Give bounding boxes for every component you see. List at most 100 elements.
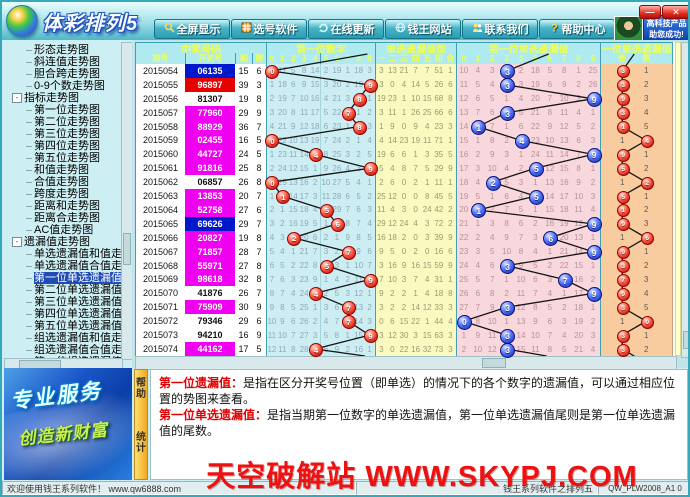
parity-cell	[658, 203, 674, 218]
online-update-icon	[318, 22, 329, 36]
parity-cell: 2	[634, 342, 660, 357]
sidebar-item-0-9个数走势图[interactable]: 0-9个数走势图	[4, 80, 121, 92]
sidebar-item-斜连值走势图[interactable]: 斜连值走势图	[4, 56, 121, 68]
promo-banner[interactable]: 高科技产品 助您成功!	[643, 15, 688, 42]
tab-help[interactable]: 帮助	[136, 378, 146, 400]
sidebar-item-第二位单选遗漏值[interactable]: 第二位单选遗漏值	[4, 284, 121, 296]
sidebar-item-label: 第四位走势图	[34, 140, 100, 152]
tail-miss-cell: 26	[585, 77, 602, 93]
tail-miss-cell: 1	[499, 272, 515, 288]
blue-marker-ball: 3	[500, 342, 516, 358]
chart-type-tree: 形态走势图 斜连值走势图 胆合跨走势图 0-9个数走势图 - 指标走势图 第一位走势图 第二位…	[4, 44, 121, 358]
toolbar-button-6[interactable]: ? 帮助中心	[539, 19, 615, 39]
tail-miss-cell: 21	[528, 105, 544, 121]
tail-miss-cell: 8	[528, 300, 544, 316]
toolbar-button-4[interactable]: 钱王网站	[385, 19, 461, 39]
tree-collapse-icon[interactable]: -	[12, 93, 22, 103]
tail-miss-cell: 1	[585, 258, 602, 274]
red-marker-ball: 3	[616, 260, 630, 274]
sidebar-item-组选遗漏值合值走势图[interactable]: 组选遗漏值合值走势图	[4, 344, 121, 356]
minimize-button[interactable]: —	[639, 5, 661, 19]
sidebar-item-跨度走势图[interactable]: 跨度走势图	[4, 188, 121, 200]
blue-marker-ball: 0	[456, 314, 472, 330]
period-cell: 2015068	[135, 258, 186, 274]
tab-statistics[interactable]: 统计	[136, 432, 146, 454]
sidebar-item-指标走势图[interactable]: - 指标走势图	[4, 92, 121, 104]
title-bar: 体彩排列5 全屏显示 选号软件 在线更新 钱王网站 联系我们? 帮助中心 高科技产品 助您…	[2, 2, 688, 42]
sidebar-item-组选遗漏值和值走势图[interactable]: 组选遗漏值和值走势图	[4, 332, 121, 344]
tail-miss-cell: 6	[528, 272, 544, 288]
tail-miss-cell: 4	[585, 342, 602, 357]
sidebar-item-第一位走势图[interactable]: 第一位走势图	[4, 104, 121, 116]
sidebar-item-单选遗漏值和值走势图[interactable]: 单选遗漏值和值走势图	[4, 248, 121, 260]
tail-miss-cell: 10	[485, 161, 501, 177]
sidebar-item-第三位走势图[interactable]: 第三位走势图	[4, 128, 121, 140]
chart-horizontal-scrollbar[interactable]	[135, 356, 677, 370]
sidebar-item-第四位走势图[interactable]: 第四位走势图	[4, 140, 121, 152]
sidebar-item-label: 第三位走势图	[34, 128, 100, 140]
blue-marker-ball: 5	[528, 189, 544, 205]
tail-miss-cell: 14	[542, 189, 558, 205]
tail-miss-cell: 11	[557, 105, 573, 121]
red-marker-ball: 3	[616, 343, 630, 357]
chart-vertical-scrollbar[interactable]	[681, 42, 688, 358]
tail-miss-cell: 12	[557, 119, 573, 135]
sum-cell: 16	[235, 328, 253, 344]
tail-miss-cell: 6	[470, 286, 486, 302]
tail-miss-cell: 2	[499, 133, 515, 149]
parity-cell: 1	[610, 314, 636, 330]
parity-cell	[658, 230, 674, 246]
tail-miss-cell: 1	[528, 175, 544, 191]
tree-branch-line	[26, 49, 32, 51]
sidebar-item-第五位单选遗漏值[interactable]: 第五位单选遗漏值	[4, 320, 121, 332]
tail-miss-cell: 10	[542, 133, 558, 149]
sidebar-item-第二位走势图[interactable]: 第二位走势图	[4, 116, 121, 128]
sidebar-item-label: 合值走势图	[34, 176, 89, 188]
parity-cell: 1	[634, 189, 660, 205]
promo-photo	[614, 16, 643, 41]
tail-miss-cell: 10	[571, 189, 587, 205]
period-cell: 2015065	[135, 216, 186, 232]
span-cell: 5	[252, 147, 267, 163]
sidebar-item-单选遗漏值合值走势图[interactable]: 单选遗漏值合值走势图	[4, 260, 121, 272]
tail-miss-cell: 10	[557, 91, 573, 107]
sum-cell: 19	[235, 230, 253, 246]
tail-miss-cell: 6	[470, 91, 486, 107]
tail-miss-cell: 1	[499, 91, 515, 107]
tail-miss-cell: 2	[513, 161, 530, 177]
tail-miss-cell: 20	[557, 230, 573, 246]
draw-number-cell: 52758	[185, 203, 236, 218]
close-button[interactable]: ✕	[662, 5, 688, 19]
sidebar-item-合值走势图[interactable]: 合值走势图	[4, 176, 121, 188]
sidebar-item-距离合走势图[interactable]: 距离合走势图	[4, 212, 121, 224]
parity-cell	[658, 77, 674, 93]
tree-branch-line	[26, 229, 32, 231]
red-marker-ball: 7	[341, 106, 356, 121]
tail-miss-cell: 6	[542, 314, 558, 330]
blue-marker-ball: 9	[586, 245, 602, 261]
sidebar-item-AC值走势图[interactable]: AC值走势图	[4, 224, 121, 236]
sum-cell: 32	[235, 272, 253, 288]
sidebar-item-距离和走势图[interactable]: 距离和走势图	[4, 200, 121, 212]
sidebar-item-第五位走势图[interactable]: 第五位走势图	[4, 152, 121, 164]
sidebar-item-胆合跨走势图[interactable]: 胆合跨走势图	[4, 68, 121, 80]
sidebar-item-和值走势图[interactable]: 和值走势图	[4, 164, 121, 176]
toolbar-button-5[interactable]: 联系我们	[462, 19, 538, 39]
tree-collapse-icon[interactable]: -	[12, 237, 22, 247]
toolbar-button-1[interactable]: 全屏显示	[154, 19, 230, 39]
sidebar-item-第三位单选遗漏值[interactable]: 第三位单选遗漏值	[4, 296, 121, 308]
help-description: 是指在区分开奖号位置（即单选）的情况下的各个数字的遗漏值，可以通过相应位置的势图…	[159, 376, 676, 406]
draw-number-cell: 88929	[185, 119, 236, 135]
toolbar-button-3[interactable]: 在线更新	[308, 19, 384, 39]
toolbar-button-2[interactable]: 选号软件	[231, 19, 307, 39]
parity-cell	[658, 119, 674, 135]
sidebar-item-遗漏值走势图[interactable]: - 遗漏值走势图	[4, 236, 121, 248]
sidebar-item-形态走势图[interactable]: 形态走势图	[4, 44, 121, 56]
sidebar-item-第四位单选遗漏值[interactable]: 第四位单选遗漏值	[4, 308, 121, 320]
sidebar-vertical-scrollbar[interactable]	[121, 42, 132, 360]
ad-banner[interactable]: 专业服务 创造新财富	[4, 368, 132, 480]
sidebar-item-第一位组选遗漏值[interactable]: 第一位组选遗漏值	[4, 356, 121, 358]
tree-branch-line	[26, 265, 32, 267]
sidebar-item-第一位单选遗漏值[interactable]: 第一位单选遗漏值	[4, 272, 121, 284]
red-marker-ball: 5	[616, 190, 630, 204]
